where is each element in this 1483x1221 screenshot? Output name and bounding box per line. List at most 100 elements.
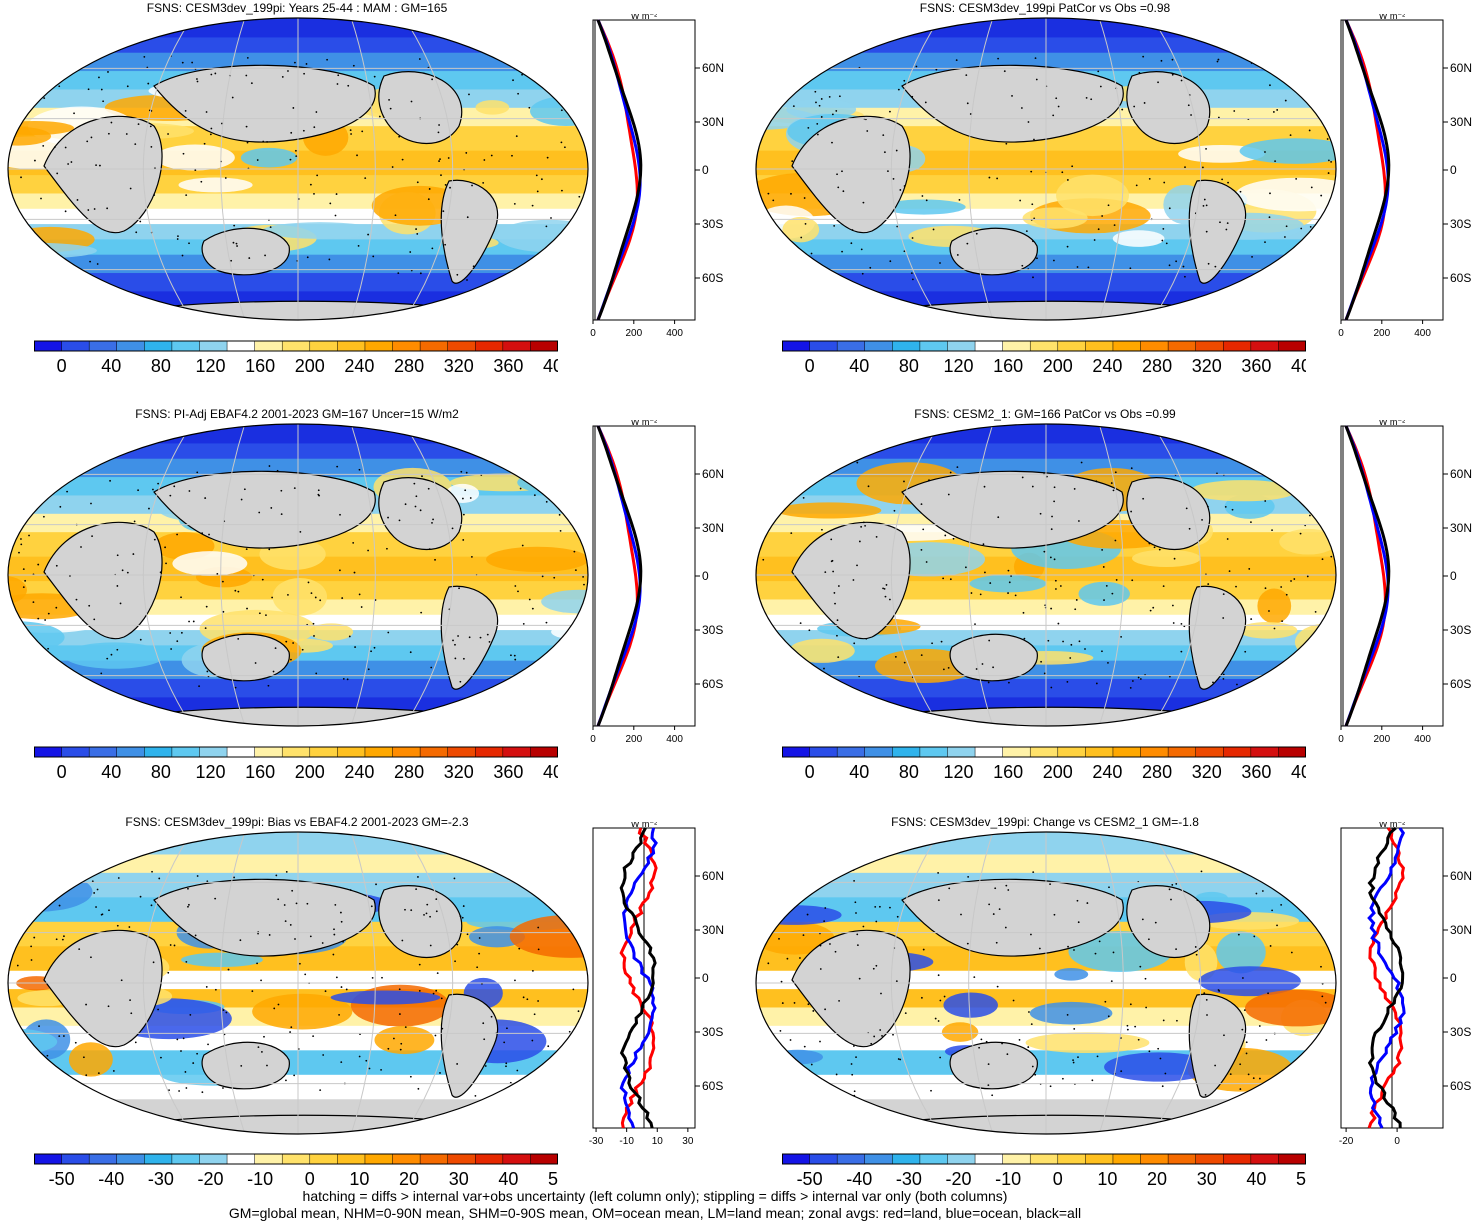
stipple-dot xyxy=(893,509,896,512)
stipple-dot xyxy=(764,242,767,245)
stipple-dot xyxy=(1204,1093,1207,1096)
stipple-dot xyxy=(160,1056,162,1059)
stipple-dot xyxy=(547,673,550,676)
colorbar-frame xyxy=(34,1153,558,1165)
stipple-dot xyxy=(544,677,547,680)
continent-outline xyxy=(949,227,1038,276)
stipple-dot xyxy=(196,875,199,877)
profile-x-label: 400 xyxy=(666,734,683,745)
stipple-dot xyxy=(1226,222,1229,225)
stipple-dot xyxy=(389,107,392,110)
stipple-dot xyxy=(836,173,838,176)
map-field-anomaly xyxy=(1257,588,1292,624)
colorbar-swatch xyxy=(364,340,394,352)
stipple-dot xyxy=(1027,121,1030,123)
stipple-dot xyxy=(767,192,770,195)
profile-lat-label: 0 xyxy=(702,569,709,583)
stipple-dot xyxy=(1137,1038,1140,1041)
stipple-dot xyxy=(1158,548,1161,551)
stipple-dot xyxy=(373,75,376,78)
stipple-dot xyxy=(185,194,188,197)
stipple-dot xyxy=(1222,677,1225,680)
stipple-dot xyxy=(762,498,765,501)
stipple-dot xyxy=(1290,580,1292,582)
stipple-dot xyxy=(185,1087,188,1089)
stipple-dot xyxy=(992,666,994,669)
stipple-dot xyxy=(964,566,967,569)
stipple-dot xyxy=(90,502,92,505)
stipple-dot xyxy=(1272,111,1275,113)
stipple-dot xyxy=(457,635,459,637)
stipple-dot xyxy=(1131,579,1134,582)
stipple-dot xyxy=(550,217,552,219)
stipple-dot xyxy=(514,979,516,982)
stipple-dot xyxy=(306,256,309,259)
stipple-dot xyxy=(205,111,208,113)
colorbar-tick-label: 320 xyxy=(1192,762,1222,782)
stipple-dot xyxy=(531,1077,534,1079)
stipple-dot xyxy=(417,876,419,878)
stipple-dot xyxy=(34,888,37,891)
stipple-dot xyxy=(1251,255,1253,258)
colorbar-swatch xyxy=(919,1153,949,1165)
stipple-dot xyxy=(862,201,865,204)
stipple-dot xyxy=(1228,570,1231,573)
stipple-dot xyxy=(378,115,381,118)
continent-outline xyxy=(901,64,1124,143)
stipple-dot xyxy=(51,667,54,670)
stipple-dot xyxy=(272,670,275,673)
panel-title: FSNS: CESM2_1: GM=166 PatCor vs Obs =0.9… xyxy=(914,407,1176,421)
stipple-dot xyxy=(476,966,479,969)
stipple-dot xyxy=(1175,948,1177,951)
stipple-dot xyxy=(802,496,805,499)
stipple-dot xyxy=(397,272,400,275)
stipple-dot xyxy=(188,242,190,245)
stipple-dot xyxy=(841,170,843,173)
stipple-dot xyxy=(533,1013,536,1016)
colorbar-swatch xyxy=(34,340,63,352)
stipple-dot xyxy=(756,98,758,101)
stipple-dot xyxy=(1053,558,1056,561)
profile-x-label: -10 xyxy=(619,1136,634,1147)
colorbar-swatch xyxy=(1250,340,1280,352)
stipple-dot xyxy=(313,192,315,195)
stipple-dot xyxy=(1157,81,1159,84)
stipple-dot xyxy=(1049,556,1052,559)
stipple-dot xyxy=(762,558,765,561)
stipple-dot xyxy=(973,976,976,979)
stipple-dot xyxy=(1205,998,1208,1001)
stipple-dot xyxy=(841,250,843,253)
stipple-dot xyxy=(1076,899,1079,902)
stipple-dot xyxy=(874,905,877,908)
stipple-dot xyxy=(334,903,337,906)
stipple-dot xyxy=(342,677,345,680)
stipple-dot xyxy=(949,471,952,474)
stipple-dot xyxy=(865,637,868,640)
stipple-dot xyxy=(294,61,296,64)
profile-lat-label: 60S xyxy=(1450,271,1471,285)
map-field-anomaly xyxy=(252,993,353,1030)
stipple-dot xyxy=(1284,236,1286,238)
colorbar-tick-label: 40 xyxy=(849,356,869,376)
stipple-dot xyxy=(158,877,161,880)
stipple-dot xyxy=(820,116,823,118)
stipple-dot xyxy=(1321,558,1324,561)
stipple-dot xyxy=(246,57,249,59)
zonal-avg-ocean xyxy=(619,827,658,1129)
stipple-dot xyxy=(1180,79,1183,82)
stipple-dot xyxy=(4,498,6,500)
profile-lat-label: 60S xyxy=(1450,677,1471,691)
stipple-dot xyxy=(830,560,833,563)
footer-note-hatching: hatching = diffs > internal var+obs unce… xyxy=(302,1188,1008,1204)
stipple-dot xyxy=(1085,96,1088,99)
stipple-dot xyxy=(289,158,292,161)
stipple-dot xyxy=(1148,542,1151,545)
stipple-dot xyxy=(353,571,356,574)
stipple-dot xyxy=(799,622,802,624)
stipple-dot xyxy=(1309,225,1312,228)
stipple-dot xyxy=(100,88,103,91)
stipple-dot xyxy=(547,1045,550,1048)
stipple-dot xyxy=(107,71,109,73)
stipple-dot xyxy=(198,685,200,688)
